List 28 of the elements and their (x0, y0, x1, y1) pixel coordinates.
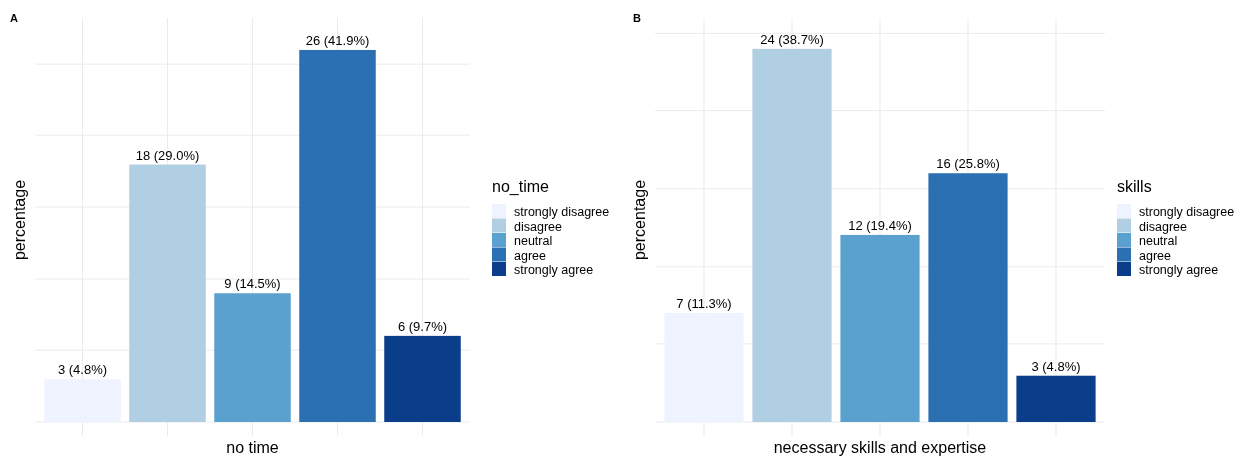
legend-label: disagree (514, 219, 562, 234)
data-label: 9 (14.5%) (224, 276, 281, 292)
y-axis-title: percentage (631, 179, 648, 261)
data-label: 16 (25.8%) (936, 156, 1000, 172)
legend-label: neutral (514, 234, 553, 248)
chart-title: A (10, 12, 18, 24)
legend-label: strongly disagree (1139, 205, 1235, 219)
data-label: 12 (19.4%) (848, 217, 912, 233)
data-label: 26 (41.9%) (305, 32, 370, 48)
data-label: 3 (4.8%) (1031, 358, 1081, 374)
data-label: 18 (29.0%) (135, 147, 200, 163)
legend-label: strongly agree (1139, 263, 1219, 277)
x-axis-title: no time (226, 439, 279, 456)
legend-label: strongly agree (514, 263, 594, 277)
legend-label: disagree (1139, 219, 1187, 234)
data-label: 24 (38.7%) (760, 31, 824, 47)
legend-label: agree (1139, 248, 1172, 263)
legend-label: neutral (1139, 234, 1178, 248)
legend-label: strongly disagree (514, 205, 610, 219)
data-label: 3 (4.8%) (57, 362, 108, 378)
x-axis-title: necessary skills and expertise (773, 439, 987, 456)
data-label: 6 (9.7%) (397, 318, 448, 334)
chart-title: B (633, 12, 641, 24)
legend-title: no_time (492, 178, 550, 196)
y-axis-title: percentage (11, 179, 28, 261)
data-label: 7 (11.3%) (676, 296, 732, 312)
legend-title: skills (1117, 178, 1152, 195)
legend-label: agree (514, 248, 547, 263)
